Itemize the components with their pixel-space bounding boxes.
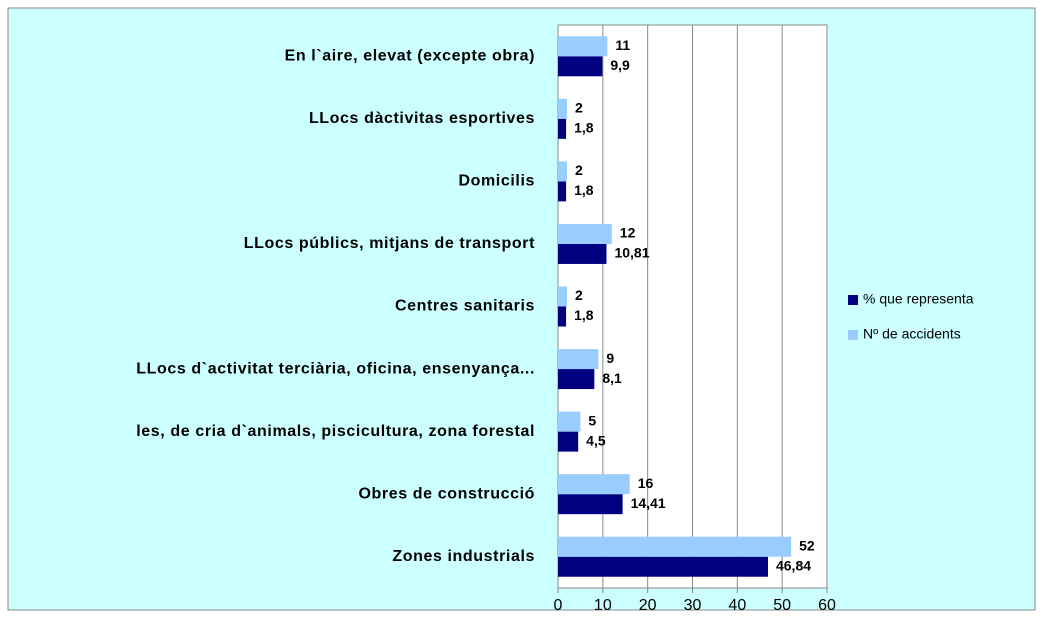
y-tick-label: LLocs dàctivitas esportives — [309, 110, 535, 127]
bar — [558, 474, 630, 495]
data-label: 9 — [606, 350, 614, 366]
bar — [558, 556, 768, 577]
x-tick-label: 40 — [728, 597, 746, 614]
bar — [558, 181, 567, 202]
data-label: 1,8 — [574, 120, 594, 136]
bar — [558, 306, 567, 327]
y-tick-label: les, de cria d`animals, piscicultura, zo… — [136, 423, 535, 440]
legend-swatch — [848, 330, 858, 340]
y-tick-label: LLocs d`activitat terciària, oficina, en… — [136, 360, 535, 377]
bar — [558, 286, 567, 307]
y-tick-label: LLocs públics, mitjans de transport — [244, 235, 535, 252]
legend-label: % que representa — [863, 291, 974, 307]
x-tick-label: 60 — [818, 597, 836, 614]
bar — [558, 118, 567, 139]
data-label: 46,84 — [776, 557, 811, 573]
data-label: 14,41 — [631, 495, 666, 511]
legend-label: Nº de accidents — [863, 326, 961, 342]
data-label: 2 — [575, 162, 583, 178]
bar — [558, 98, 567, 119]
bar — [558, 349, 599, 370]
bar — [558, 536, 792, 557]
data-label: 5 — [588, 412, 596, 428]
x-tick-label: 20 — [639, 597, 657, 614]
bar — [558, 223, 612, 244]
y-tick-label: Centres sanitaris — [395, 298, 535, 315]
bar — [558, 494, 623, 515]
x-tick-label: 50 — [773, 597, 791, 614]
data-label: 1,8 — [574, 182, 594, 198]
data-label: 16 — [638, 475, 654, 491]
chart-background — [7, 7, 1036, 611]
data-label: 11 — [615, 37, 630, 53]
data-label: 2 — [575, 287, 583, 303]
data-label: 8,1 — [602, 370, 622, 386]
bar — [558, 161, 567, 182]
y-tick-label: Domicilis — [458, 173, 535, 190]
x-tick-label: 0 — [554, 597, 563, 614]
bar — [558, 56, 603, 77]
legend-swatch — [848, 295, 858, 305]
data-label: 12 — [620, 225, 636, 241]
y-tick-label: En l`aire, elevat (excepte obra) — [285, 47, 535, 64]
y-tick-label: Zones industrials — [392, 548, 535, 565]
data-label: 2 — [575, 100, 583, 116]
bar — [558, 411, 581, 432]
bar — [558, 369, 595, 390]
bar — [558, 243, 607, 264]
x-tick-label: 30 — [684, 597, 702, 614]
bar — [558, 36, 608, 57]
data-label: 4,5 — [586, 432, 606, 448]
y-tick-label: Obres de construcció — [359, 485, 536, 502]
data-label: 1,8 — [574, 307, 594, 323]
x-tick-label: 10 — [594, 597, 612, 614]
bar — [558, 431, 579, 452]
data-label: 9,9 — [610, 57, 630, 73]
data-label: 10,81 — [614, 245, 649, 261]
data-label: 52 — [799, 537, 815, 553]
category-labels: En l`aire, elevat (excepte obra) LLocs dà… — [136, 47, 536, 565]
